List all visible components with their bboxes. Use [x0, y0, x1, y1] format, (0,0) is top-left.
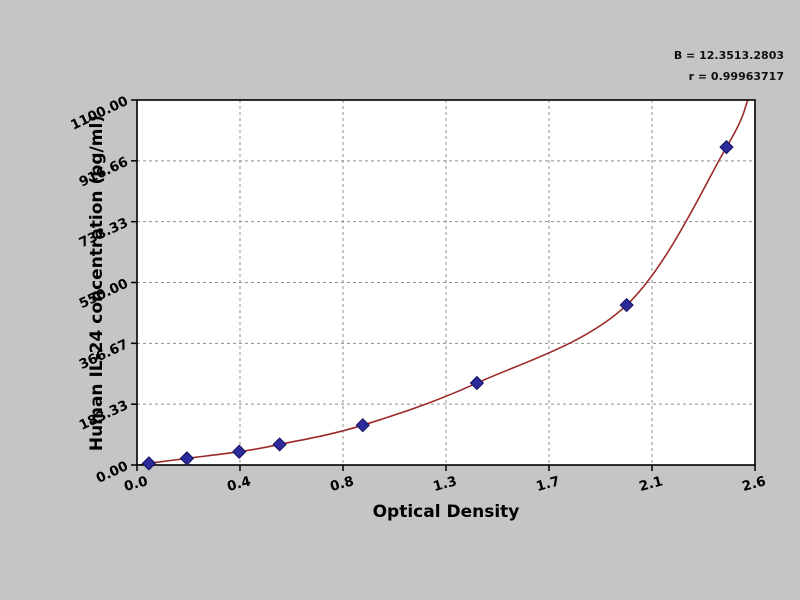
svg-text:2.1: 2.1	[637, 473, 664, 495]
fit-r-value: r = 0.99963717	[688, 69, 784, 83]
svg-text:1.7: 1.7	[534, 473, 561, 495]
svg-text:2.6: 2.6	[740, 473, 767, 495]
svg-text:0.0: 0.0	[122, 473, 149, 495]
svg-text:0.4: 0.4	[225, 473, 252, 495]
fit-statistics: B = 12.3513.2803 r = 0.99963717	[674, 46, 784, 88]
y-axis-title: Human IL-24 concentration (pg/ml)	[87, 114, 107, 452]
x-axis-title: Optical Density	[372, 502, 520, 522]
svg-text:1.3: 1.3	[431, 473, 458, 495]
svg-text:0.8: 0.8	[328, 473, 355, 495]
fit-b-value: B = 12.3513.2803	[673, 49, 784, 62]
